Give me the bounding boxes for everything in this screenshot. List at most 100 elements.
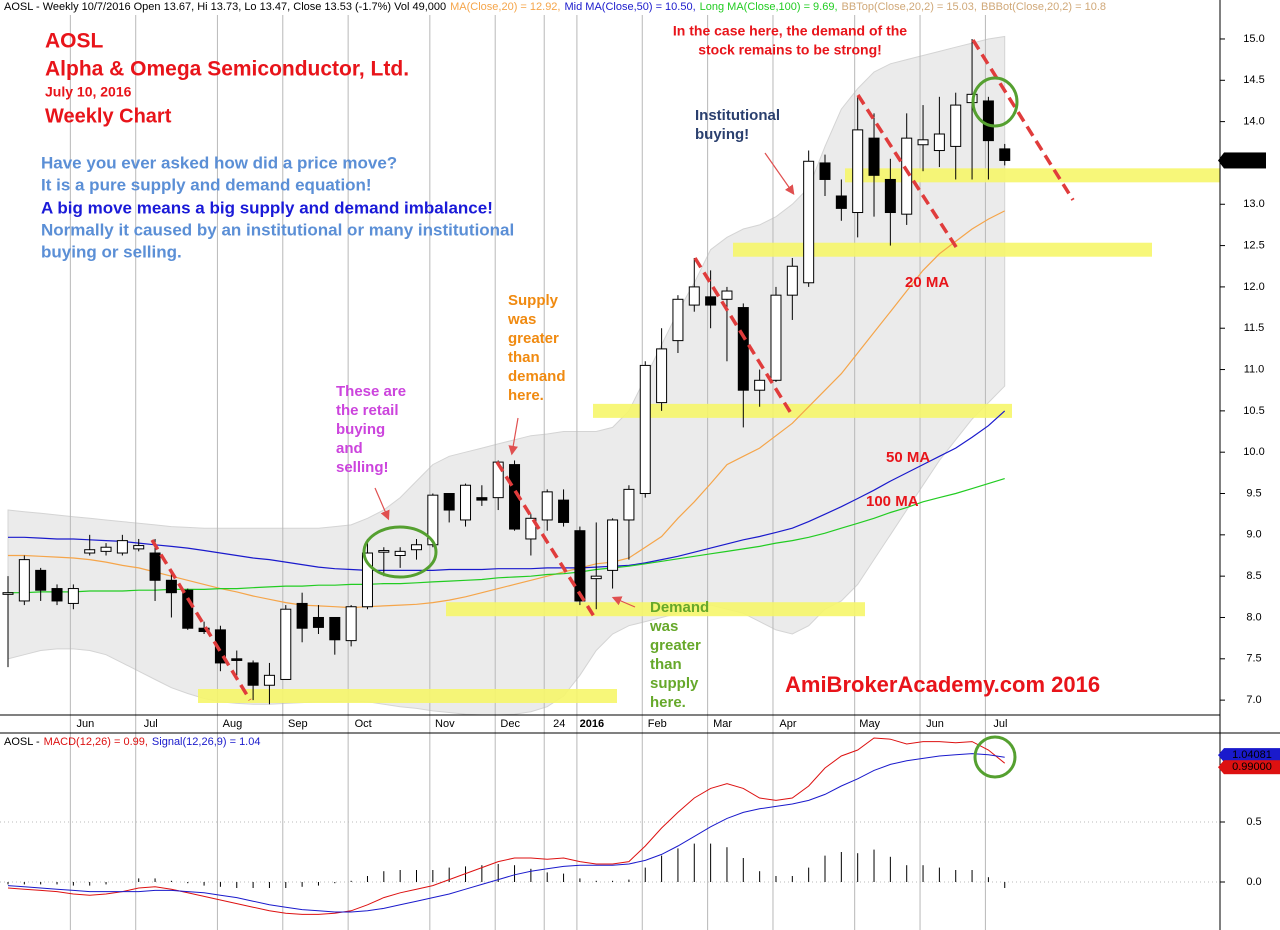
support-zone	[446, 602, 865, 617]
annotation: Normally it caused by an institutional o…	[41, 220, 514, 239]
legend: AOSL - MACD(12,26) = 0.99, Signal(12,26,9)…	[4, 736, 260, 748]
legend-entry: Long MA(Close,100) = 9.69,	[700, 1, 838, 13]
candle-body	[950, 104, 962, 147]
candle-body	[852, 129, 864, 214]
annotation: It is a pure supply and demand equation!	[41, 175, 372, 194]
candle-body	[2, 592, 14, 595]
annotation: 100 MA	[866, 493, 919, 510]
candle-body	[100, 546, 112, 552]
candle-body	[786, 265, 798, 296]
candle-body	[590, 575, 602, 580]
annotation: Have you ever asked how did a price move…	[41, 153, 397, 172]
annotation: supply	[650, 675, 699, 692]
trend-line	[693, 257, 794, 416]
x-tick-label: Apr	[779, 718, 796, 730]
candle-body	[280, 608, 292, 680]
last-price-label: 13.53	[1231, 154, 1259, 166]
trend-line	[150, 539, 252, 701]
annotation: stock remains to be strong!	[698, 42, 882, 58]
x-tick-label: 24	[553, 718, 565, 730]
candle-body	[721, 290, 733, 300]
legend: AOSL - Weekly 10/7/2016 Open 13.67, Hi 1…	[4, 1, 1106, 13]
legend-entry: Mid MA(Close,50) = 10.50,	[565, 1, 696, 13]
y-tick-label: 0.0	[1246, 876, 1261, 888]
x-tick-label: Oct	[355, 718, 372, 730]
x-tick-label: Jun	[76, 718, 94, 730]
candle-body	[803, 160, 815, 284]
x-tick-label: Jun	[926, 718, 944, 730]
annotation: A big move means a big supply and demand…	[41, 198, 493, 217]
candle-body	[361, 552, 373, 608]
candle-body	[263, 674, 275, 686]
candle-body	[868, 137, 880, 176]
candle-body	[443, 493, 455, 511]
legend-entry: MACD(12,26) = 0.99,	[44, 736, 148, 748]
highlight-circle	[973, 735, 1017, 779]
y-tick-label: 8.5	[1246, 570, 1261, 582]
x-tick-label: Dec	[500, 718, 520, 730]
annotation: Demand	[650, 599, 709, 616]
candle-body	[639, 364, 651, 495]
candle-body	[378, 550, 390, 553]
candle-body	[345, 606, 357, 642]
annotation: 50 MA	[886, 449, 930, 466]
support-zone	[593, 403, 1012, 418]
x-tick-label: 2016	[580, 718, 604, 730]
legend-entry: BBTop(Close,20,2) = 15.03,	[842, 1, 977, 13]
annotation: was	[649, 618, 678, 635]
candle-body	[607, 519, 619, 571]
candle-body	[296, 602, 308, 629]
candle-body	[541, 491, 553, 521]
annotation: here.	[508, 387, 544, 404]
candle-body	[427, 494, 439, 546]
y-tick-label: 11.0	[1244, 363, 1265, 375]
candle-body	[525, 517, 537, 540]
candle-body	[312, 616, 324, 628]
y-tick-label: 15.0	[1243, 33, 1264, 45]
annotation: These are	[336, 383, 406, 400]
candle-body	[18, 559, 30, 602]
value-tag	[1224, 760, 1280, 775]
annotation: 20 MA	[905, 274, 949, 291]
legend-entry: MA(Close,20) = 12.92,	[450, 1, 560, 13]
candle-body	[835, 195, 847, 209]
arrow	[508, 417, 519, 456]
annotation: Alpha & Omega Semiconductor, Ltd.	[45, 58, 409, 81]
y-tick-label: 13.0	[1243, 198, 1264, 210]
candle-body	[133, 545, 145, 550]
support-zone	[733, 242, 1152, 257]
candle-body	[231, 658, 243, 661]
legend-entry: AOSL -	[4, 736, 40, 748]
x-tick-label: Sep	[288, 718, 308, 730]
annotation: In the case here, the demand of the	[673, 23, 907, 39]
candle-body	[656, 348, 668, 404]
candle-body	[165, 579, 177, 594]
candle-body	[149, 552, 161, 581]
trend-line	[971, 39, 1075, 201]
annotation: Supply	[508, 292, 559, 309]
y-tick-label: 7.5	[1246, 653, 1261, 665]
y-tick-label: 0.5	[1246, 816, 1261, 828]
x-tick-label: May	[859, 718, 880, 730]
candle-body	[247, 662, 259, 686]
annotation: Weekly Chart	[45, 105, 172, 127]
annotation: the retail	[336, 402, 399, 419]
support-zone	[198, 688, 617, 703]
macd-line	[7, 737, 1006, 915]
value-tag-label: 0.99000	[1232, 761, 1272, 773]
arrow	[611, 596, 636, 608]
macd-line	[7, 753, 1005, 913]
candle-body	[884, 178, 896, 214]
candle-body	[672, 298, 684, 342]
candle-body	[754, 379, 766, 391]
arrow	[374, 487, 390, 521]
y-tick-label: 14.5	[1243, 74, 1264, 86]
annotation: July 10, 2016	[45, 84, 132, 100]
y-tick-label: 9.0	[1246, 529, 1261, 541]
x-tick-label: Nov	[435, 718, 455, 730]
candle-body	[51, 588, 63, 602]
y-tick-label: 9.5	[1246, 487, 1261, 499]
annotation: than	[650, 656, 682, 673]
